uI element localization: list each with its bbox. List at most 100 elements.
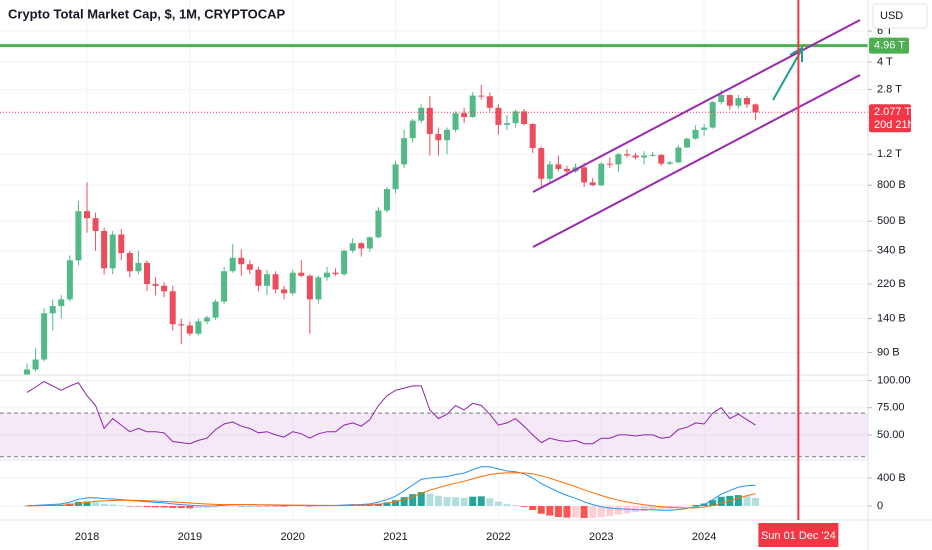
histogram-bar	[306, 505, 314, 507]
candle-body	[401, 138, 408, 165]
price-pane	[0, 0, 868, 375]
candle-body	[49, 306, 56, 314]
candle-body	[203, 317, 210, 322]
histogram-bar	[383, 502, 391, 506]
candle-body	[58, 299, 65, 307]
candle-body	[701, 127, 708, 130]
histogram-bar	[289, 505, 297, 507]
histogram-bar	[657, 505, 665, 510]
candle-body	[212, 301, 219, 318]
candle-body	[718, 95, 725, 103]
candle-body	[289, 272, 296, 294]
currency-box[interactable]	[872, 3, 928, 29]
y-tick-label: 220 B	[877, 278, 906, 290]
candle-body	[32, 359, 39, 370]
histogram-bar	[743, 496, 751, 506]
candle-body	[418, 107, 425, 121]
histogram-bar	[400, 497, 408, 506]
candle-body	[143, 262, 150, 285]
candle-body	[615, 154, 622, 165]
axis-labels: 2018 2019 2020 2021 2022 2023 2024 6 T 4 T 2.8 T 1…	[75, 25, 914, 543]
candle-body	[92, 218, 99, 231]
histogram-bar	[126, 505, 134, 507]
candle-body	[246, 264, 253, 270]
histogram-bar	[100, 503, 108, 506]
histogram-bar	[169, 505, 177, 509]
level-label: 4.96 T	[874, 40, 905, 52]
candle-body	[692, 129, 699, 139]
histogram-bar	[503, 504, 511, 506]
channel-upper	[532, 19, 861, 193]
histogram-bar	[632, 505, 640, 513]
candle-body	[75, 211, 82, 261]
candle-body	[255, 269, 262, 286]
candle-body	[666, 162, 673, 164]
macd-line	[26, 466, 756, 511]
candle-body	[281, 289, 288, 294]
candle-body	[306, 275, 313, 300]
histogram-bar	[229, 505, 237, 507]
histogram-bar	[512, 505, 520, 506]
arrow-shaft	[772, 48, 803, 101]
candle-body	[152, 284, 159, 286]
histogram-bar	[546, 505, 554, 516]
candle-body	[495, 107, 502, 125]
histogram-bar	[734, 495, 742, 506]
candle-body	[349, 243, 356, 251]
macd-pane	[0, 460, 868, 520]
histogram-bar	[614, 505, 622, 515]
histogram-bar	[246, 505, 254, 507]
histogram-bar	[366, 505, 374, 506]
candle-body	[623, 154, 630, 156]
histogram-bar	[220, 505, 228, 507]
candle-body	[529, 124, 536, 149]
candle-body	[358, 243, 365, 249]
signal-line	[26, 472, 756, 509]
candle-body	[735, 98, 742, 106]
y-tick-label: 6 T	[877, 25, 893, 37]
candle-body	[24, 369, 30, 375]
currency[interactable]: USD	[880, 10, 903, 22]
histogram-bar	[409, 494, 417, 506]
candle-body	[263, 274, 270, 286]
histogram-bar	[426, 493, 434, 506]
y-tick-label: 100.00	[877, 374, 911, 386]
candle-body	[315, 277, 322, 300]
histogram-bar	[640, 505, 648, 512]
histogram-bar	[580, 505, 588, 519]
candle-body	[41, 313, 48, 360]
y-tick-label: 50.00	[877, 429, 905, 441]
y-tick-label: 340 B	[877, 245, 906, 257]
candle-body	[126, 252, 133, 272]
x-tick-label: 2023	[589, 531, 613, 543]
histogram-bar	[529, 505, 537, 511]
candle-body	[709, 102, 716, 128]
candle-body	[109, 234, 116, 269]
candle-body	[135, 262, 142, 272]
histogram-bar	[443, 497, 451, 506]
y-tick-label: 140 B	[877, 313, 906, 325]
histogram-bar	[709, 500, 717, 506]
histogram-bar	[160, 505, 168, 508]
x-tick-label: 2019	[178, 531, 202, 543]
histogram-bar	[520, 505, 528, 507]
arrow-head	[789, 46, 803, 62]
y-tick-label: 75.00	[877, 402, 905, 414]
candle-body	[229, 257, 236, 272]
histogram-bar	[572, 505, 580, 518]
candle-body	[383, 189, 390, 211]
histogram-bar	[177, 505, 185, 509]
candle-body	[581, 167, 588, 183]
histogram-bar	[374, 503, 382, 506]
candle-body	[546, 164, 553, 179]
histogram-bar	[109, 504, 117, 506]
candle-body	[486, 96, 493, 108]
histogram-bar	[752, 497, 760, 506]
candle-body	[178, 324, 185, 326]
candle-body	[221, 271, 228, 302]
y-tick-label: 90 B	[877, 346, 900, 358]
rsi-pane	[0, 375, 868, 460]
histogram-bar	[674, 505, 682, 508]
